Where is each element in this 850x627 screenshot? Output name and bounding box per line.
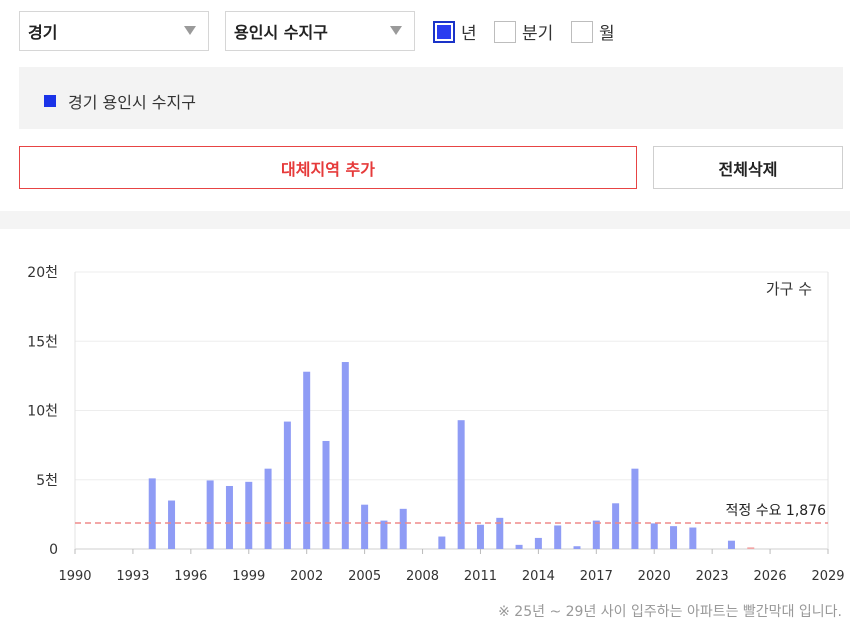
chevron-down-icon (390, 26, 402, 35)
x-tick-label: 1999 (232, 569, 265, 584)
x-tick-label: 1990 (58, 569, 91, 584)
bar (380, 520, 388, 549)
x-tick-label: 2029 (811, 569, 844, 584)
bar (148, 478, 156, 549)
province-select[interactable]: 경기 (19, 11, 209, 51)
bar (592, 520, 600, 549)
x-axis-ticks: 1990 1993 1996 1999 2002 2005 2008 2011 2014 2017… (58, 549, 845, 584)
period-month-label: 월 (599, 24, 615, 44)
bar (631, 468, 639, 549)
checkbox-checked-icon[interactable] (433, 20, 455, 43)
x-tick-label: 2008 (406, 569, 439, 584)
section-divider (0, 211, 850, 229)
bar (650, 523, 658, 549)
x-tick-label: 2023 (696, 569, 729, 584)
x-tick-label: 1993 (116, 569, 149, 584)
bar (496, 517, 504, 549)
series-label: 가구 수 (766, 280, 812, 298)
future-bar (747, 547, 755, 549)
bar (341, 362, 349, 549)
bar (303, 371, 311, 549)
x-tick-label: 2011 (464, 569, 497, 584)
chart-bars (148, 362, 755, 549)
checkbox-icon[interactable] (494, 20, 516, 43)
bar (573, 546, 581, 549)
bar (534, 537, 542, 549)
y-tick-label: 15천 (27, 334, 58, 350)
bar (476, 524, 484, 549)
bar (283, 421, 291, 549)
bar (361, 504, 369, 549)
bar (245, 481, 253, 549)
footnote: ※ 25년 ~ 29년 사이 입주하는 아파트는 빨간막대 입니다. (498, 604, 842, 620)
bar (168, 500, 176, 549)
bar (264, 468, 272, 549)
bar (689, 527, 697, 549)
y-tick-label: 5천 (36, 473, 58, 489)
bar (457, 420, 465, 549)
x-tick-label: 2005 (348, 569, 381, 584)
y-tick-label: 0 (49, 542, 58, 558)
bar (612, 503, 620, 549)
city-select-value: 용인시 수지구 (234, 23, 328, 42)
bar (670, 526, 678, 549)
period-year-label: 년 (461, 24, 477, 44)
x-tick-label: 2020 (638, 569, 671, 584)
bar (438, 536, 446, 549)
province-select-value: 경기 (28, 23, 58, 42)
bar (225, 485, 233, 549)
chart-grid (74, 271, 829, 550)
y-axis-ticks: 0 5천 10천 15천 20천 (27, 265, 58, 558)
supply-bar-chart: 0 5천 10천 15천 20천 1990 1993 1996 1999 2002 2005 200… (27, 265, 845, 584)
region-color-swatch-icon (44, 95, 56, 107)
bar (515, 544, 523, 549)
bar (554, 525, 562, 549)
add-alternative-region-button[interactable]: 대체지역 추가 (19, 146, 637, 189)
bar (727, 540, 735, 549)
selected-region-panel: 경기 용인시 수지구 (19, 67, 843, 129)
city-select[interactable]: 용인시 수지구 (225, 11, 415, 51)
bar (322, 440, 330, 549)
x-tick-label: 1996 (174, 569, 207, 584)
y-tick-label: 10천 (27, 404, 58, 420)
period-quarter-label: 분기 (522, 24, 554, 44)
bar (399, 508, 407, 549)
period-month-checkbox[interactable]: 월 (571, 19, 615, 44)
selected-region-label: 경기 용인시 수지구 (68, 93, 196, 112)
y-tick-label: 20천 (27, 265, 58, 281)
period-quarter-checkbox[interactable]: 분기 (494, 19, 553, 44)
chevron-down-icon (184, 26, 196, 35)
checkbox-icon[interactable] (571, 20, 593, 43)
x-tick-label: 2002 (290, 569, 323, 584)
x-tick-label: 2014 (522, 569, 555, 584)
period-year-checkbox[interactable]: 년 (433, 19, 477, 44)
threshold-label: 적정 수요 1,876 (726, 503, 827, 519)
x-tick-label: 2026 (754, 569, 787, 584)
bar (206, 480, 214, 549)
clear-all-button[interactable]: 전체삭제 (653, 146, 843, 189)
x-tick-label: 2017 (580, 569, 613, 584)
selected-region-tag[interactable]: 경기 용인시 수지구 (44, 89, 196, 113)
